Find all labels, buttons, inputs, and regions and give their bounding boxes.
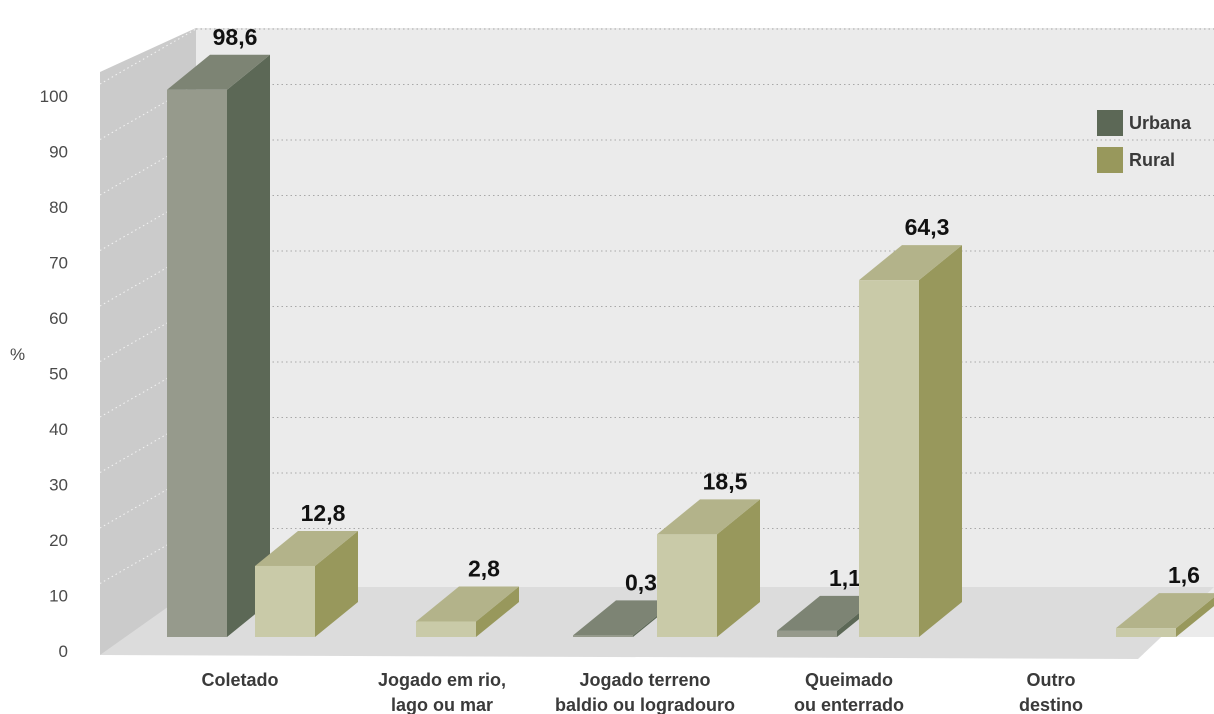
bar-top (416, 586, 519, 622)
bar-side (919, 245, 962, 637)
gridline-side (99, 361, 197, 418)
bar-front (777, 630, 837, 637)
y-tick-label: 30 (49, 476, 68, 495)
bar-top (777, 595, 880, 631)
y-tick-label: 70 (49, 254, 68, 273)
data-label: 2,8 (468, 555, 500, 581)
y-tick-label: 40 (49, 420, 68, 439)
gridline-side (99, 306, 197, 362)
category-labels: Coletado Jogado em rio, lago ou mar Jogado … (201, 670, 1083, 714)
category-label: ou enterrado (794, 695, 904, 714)
bar: 98,6 (167, 24, 270, 637)
data-label: 12,8 (301, 500, 346, 526)
bar-top (1116, 593, 1214, 629)
legend: Urbana Rural (1097, 110, 1192, 173)
y-tick-label: 90 (49, 143, 68, 162)
bar-top (167, 54, 270, 90)
bar-front (1116, 628, 1176, 637)
category-label: baldio ou logradouro (555, 695, 735, 714)
gridline-side (99, 528, 197, 584)
y-axis-label: % (10, 345, 25, 364)
y-tick-label: 60 (49, 309, 68, 328)
bar-side (717, 499, 760, 637)
legend-label: Rural (1129, 150, 1175, 170)
bars: 98,6 12,8 2,8 0,3 18,5 1,1 64,3 1,6 (167, 24, 1214, 637)
data-label: 64,3 (905, 214, 950, 240)
data-label: 0,3 (625, 569, 657, 595)
category-label: Jogado terreno (579, 670, 710, 690)
category-label: lago ou mar (391, 695, 493, 714)
legend-swatch (1097, 147, 1123, 173)
bar: 64,3 (859, 214, 962, 637)
gridline-side (99, 28, 197, 85)
y-tick-label: 50 (49, 365, 68, 384)
gridline-side (99, 195, 197, 251)
gridline-side (99, 417, 197, 473)
category-label: destino (1019, 695, 1083, 714)
bar: 12,8 (255, 500, 358, 637)
y-tick-label: 10 (49, 587, 68, 606)
bar-side (315, 530, 358, 637)
bar-top (657, 499, 760, 535)
data-label: 18,5 (703, 468, 748, 494)
gridline-side (99, 250, 197, 307)
data-label: 98,6 (213, 24, 258, 50)
category-label: Outro (1027, 670, 1076, 690)
y-tick-label: 80 (49, 198, 68, 217)
y-tick-label: 20 (49, 531, 68, 550)
bar-front (255, 565, 315, 637)
bar-front (416, 621, 476, 637)
category-label: Jogado em rio, (378, 670, 506, 690)
category-label: Coletado (201, 670, 278, 690)
bar-side (1176, 597, 1214, 637)
bar-front (657, 534, 717, 637)
y-axis-ticks: 0 10 20 30 40 50 60 70 80 90 100 (40, 87, 68, 661)
bar-front (573, 635, 633, 637)
bar: 2,8 (416, 555, 519, 637)
bar-top (573, 600, 676, 636)
legend-swatch (1097, 110, 1123, 136)
gridline-side (99, 472, 197, 529)
data-label: 1,6 (1168, 562, 1200, 588)
legend-label: Urbana (1129, 113, 1192, 133)
gridline-side (99, 139, 197, 196)
bar-side (227, 54, 270, 637)
category-label: Queimado (805, 670, 893, 690)
data-label: 1,1 (829, 565, 861, 591)
bar-top (859, 245, 962, 281)
bar: 1,6 (1116, 562, 1214, 637)
bar-top (255, 530, 358, 566)
bar-front (859, 280, 919, 637)
bar-side (476, 586, 519, 637)
bar: 18,5 (657, 468, 760, 637)
y-tick-label: 0 (59, 642, 68, 661)
gridline-side (99, 84, 197, 140)
bar-front (167, 89, 227, 637)
y-tick-label: 100 (40, 87, 68, 106)
